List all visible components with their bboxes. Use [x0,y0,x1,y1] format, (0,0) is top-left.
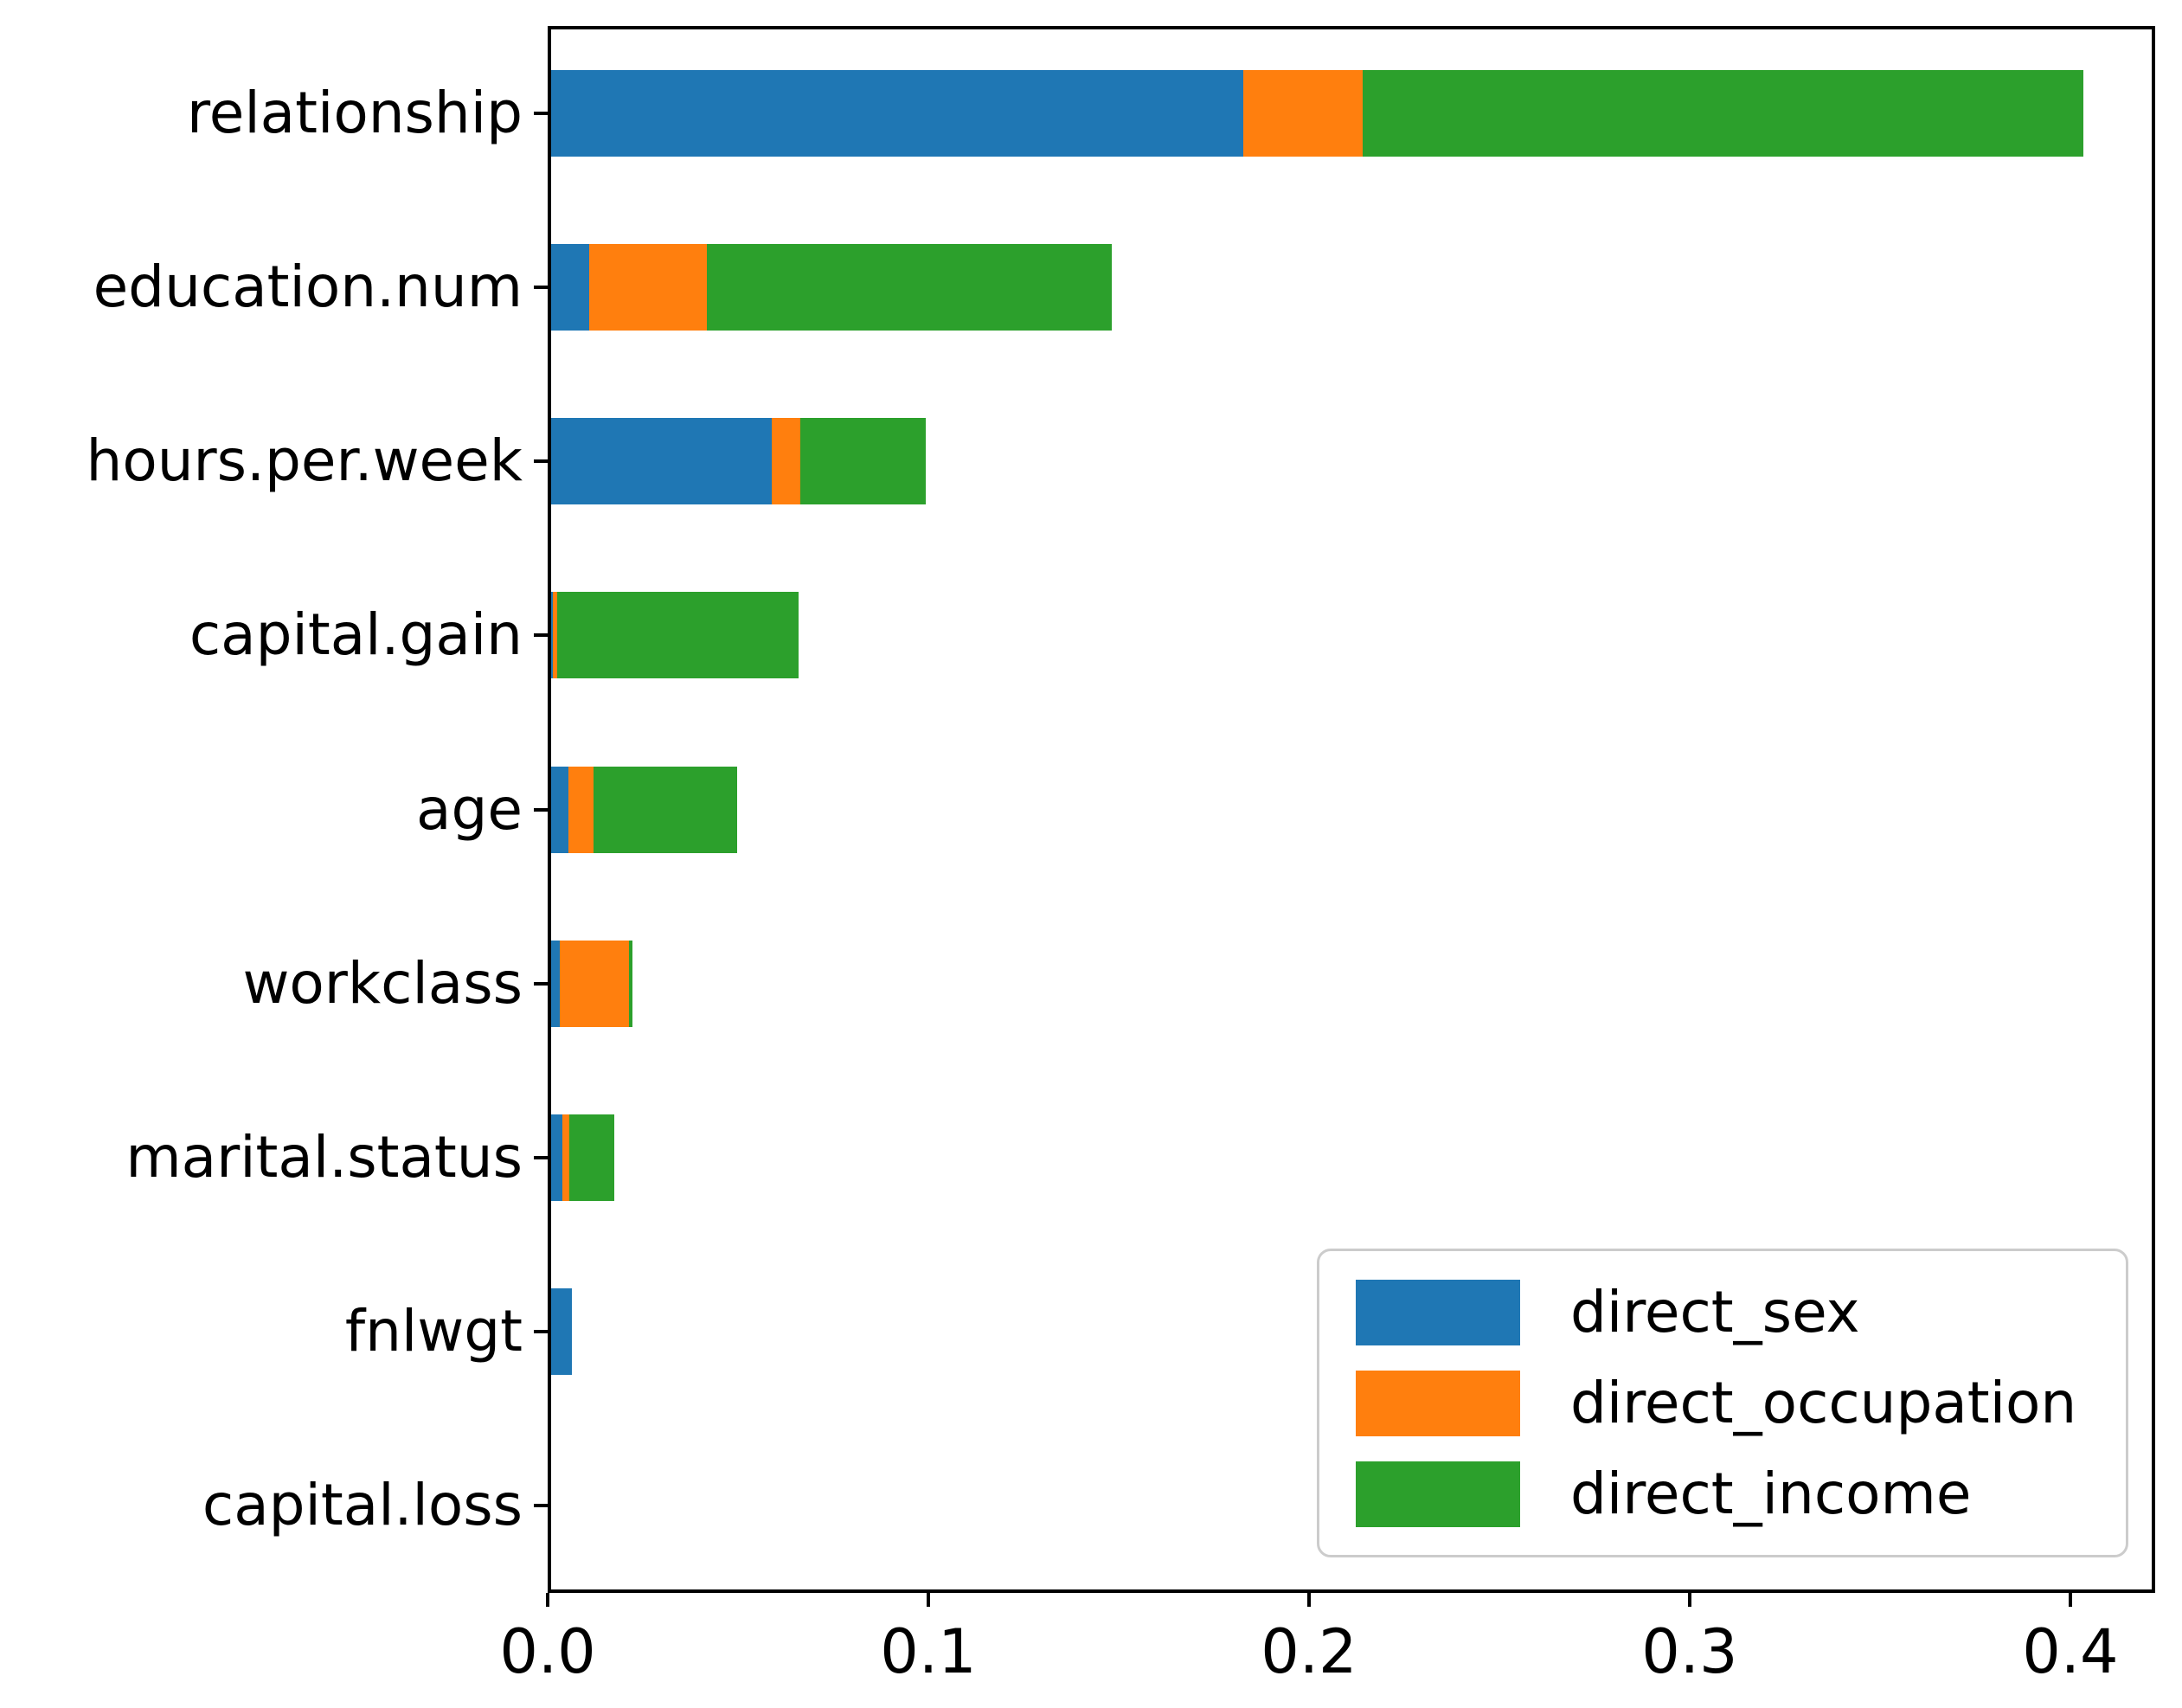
y-tick-mark [534,981,548,986]
x-tick-label: 0.4 [2022,1616,2119,1687]
bar-segment-direct_occupation [568,766,594,853]
y-axis-label: marital.status [125,1123,523,1191]
bar-row-workclass [551,940,633,1027]
y-axis-label: fnlwgt [344,1298,523,1365]
bar-row-age [551,766,737,853]
y-tick-mark [534,1155,548,1159]
bar-segment-direct_occupation [588,243,707,331]
bar-segment-direct_occupation [562,1114,570,1201]
bar-segment-direct_sex [551,418,773,505]
bar-segment-direct_sex [551,69,1243,157]
bar-segment-direct_occupation [772,418,801,505]
bar-row-fnlwgt [551,1288,573,1376]
bar-segment-direct_sex [551,1288,573,1376]
bar-segment-direct_income [569,1114,614,1201]
y-axis-label: hours.per.week [86,427,523,495]
y-tick-mark [534,111,548,115]
bar-segment-direct_occupation [560,940,630,1027]
x-tick-mark [2068,1593,2072,1607]
legend-swatch-direct_occupation-icon [1356,1370,1520,1436]
bar-segment-direct_income [706,243,1113,331]
legend-item: direct_income [1319,1455,2126,1533]
x-tick-label: 0.2 [1261,1616,1357,1687]
legend-swatch-direct_sex-icon [1356,1279,1520,1345]
y-axis-label: capital.gain [189,601,523,669]
bar-segment-direct_occupation [553,592,557,679]
x-tick-mark [1687,1593,1691,1607]
legend-item: direct_sex [1319,1274,2126,1352]
y-tick-mark [534,1504,548,1508]
legend-label: direct_occupation [1570,1370,2077,1436]
bar-segment-direct_income [629,940,633,1027]
x-tick-label: 0.0 [499,1616,596,1687]
legend: direct_sex direct_occupation direct_inco… [1317,1249,2128,1557]
legend-item: direct_occupation [1319,1364,2126,1442]
x-tick-label: 0.1 [880,1616,977,1687]
bar-row-education.num [551,243,1113,331]
bar-segment-direct_occupation [1242,69,1363,157]
y-axis-label: relationship [187,79,523,146]
y-tick-mark [534,459,548,464]
bar-segment-direct_income [593,766,737,853]
bar-segment-direct_sex [551,592,554,679]
bar-segment-direct_sex [551,243,589,331]
y-axis-label: age [416,775,523,843]
bar-segment-direct_sex [551,766,568,853]
bar-row-relationship [551,69,2083,157]
y-tick-mark [534,285,548,289]
x-tick-mark [546,1593,549,1607]
x-tick-label: 0.3 [1641,1616,1738,1687]
bar-row-hours.per.week [551,418,927,505]
y-tick-mark [534,1330,548,1334]
bar-segment-direct_income [1363,69,2083,157]
y-tick-mark [534,633,548,638]
y-axis-label: capital.loss [202,1472,523,1539]
x-tick-mark [1306,1593,1311,1607]
bar-row-capital.gain [551,592,799,679]
x-tick-mark [926,1593,930,1607]
y-axis-label: workclass [242,949,523,1017]
legend-swatch-direct_income-icon [1356,1461,1520,1527]
bar-row-marital.status [551,1114,614,1201]
bar-segment-direct_income [800,418,927,505]
y-tick-mark [534,807,548,812]
y-axis-label: education.num [93,253,523,320]
bar-segment-direct_sex [551,940,561,1027]
bar-segment-direct_sex [551,1114,563,1201]
legend-label: direct_sex [1570,1279,1860,1345]
legend-label: direct_income [1570,1461,1972,1527]
bar-segment-direct_income [556,592,799,679]
